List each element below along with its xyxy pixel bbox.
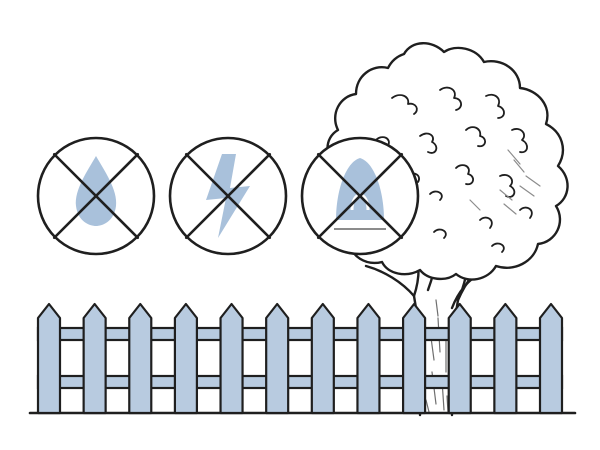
- prohibition-icons: [36, 136, 420, 256]
- fence-picket: [447, 302, 472, 415]
- tree-bark-hatching: [425, 299, 449, 413]
- cross-line: [52, 152, 140, 240]
- fence-picket: [356, 302, 381, 415]
- fence-picket: [401, 302, 427, 415]
- prohibition-lightning-bolt-icon: [168, 136, 288, 256]
- iron-shape: [336, 158, 384, 220]
- fence-rail: [36, 374, 564, 390]
- fence-picket: [538, 302, 564, 415]
- cross-line: [184, 152, 272, 240]
- fence-picket: [493, 302, 518, 415]
- fence-picket: [36, 302, 62, 415]
- fence: [28, 302, 577, 415]
- fence-picket: [128, 302, 153, 415]
- cross-line: [316, 152, 404, 240]
- prohibition-iron-icon: [300, 136, 420, 256]
- fence-picket: [219, 302, 244, 415]
- fence-rail: [36, 326, 564, 342]
- water-drop-shape: [75, 156, 117, 226]
- fence-picket: [265, 302, 290, 415]
- fence-picket: [82, 302, 107, 415]
- tree-canopy-shading: [469, 149, 541, 215]
- fence-picket: [310, 302, 335, 415]
- prohibition-water-drop-icon: [36, 136, 156, 256]
- fence-picket: [173, 302, 199, 415]
